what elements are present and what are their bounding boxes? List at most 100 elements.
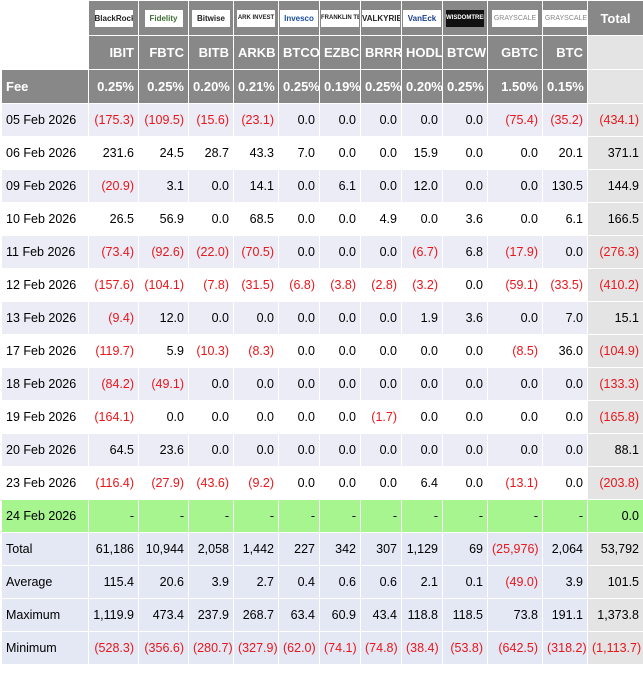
summary-total: 101.5 — [587, 565, 643, 599]
flow-cell: 20.1 — [542, 136, 588, 170]
flow-cell: 0.0 — [442, 400, 488, 434]
issuer-logo-cell: GRAYSCALE — [542, 0, 588, 36]
ticker-fbtc: FBTC — [138, 35, 189, 70]
total-fee-blank — [587, 69, 643, 104]
fee-cell: 0.20% — [188, 69, 234, 104]
flow-cell: (43.6) — [188, 466, 234, 500]
flow-cell: 6.4 — [401, 466, 443, 500]
flow-cell: 0.0 — [360, 301, 402, 335]
fee-cell: 0.25% — [138, 69, 189, 104]
table-row: 10 Feb 2026 26.5 56.9 0.0 68.5 0.0 0.0 4.9 0.0 3.… — [1, 202, 643, 236]
flow-cell: 0.0 — [233, 433, 279, 467]
row-total: 0.0 — [587, 499, 643, 533]
summary-label: Minimum — [1, 631, 89, 665]
flow-cell: - — [442, 499, 488, 533]
flow-cell: 0.0 — [442, 334, 488, 368]
fee-cell: 0.25% — [442, 69, 488, 104]
summary-cell: 20.6 — [138, 565, 189, 599]
flow-cell: (3.8) — [319, 268, 361, 302]
summary-cell: 1,442 — [233, 532, 279, 566]
table-row: 13 Feb 2026 (9.4) 12.0 0.0 0.0 0.0 0.0 0.0 1.9 3.… — [1, 301, 643, 335]
flow-cell: (10.3) — [188, 334, 234, 368]
flow-cell: 0.0 — [360, 466, 402, 500]
flow-cell: 0.0 — [442, 433, 488, 467]
flow-cell: 0.0 — [319, 202, 361, 236]
grayscale-logo: GRAYSCALE — [492, 9, 538, 27]
row-total: (133.3) — [587, 367, 643, 401]
row-date: 12 Feb 2026 — [1, 268, 89, 302]
flow-cell: (22.0) — [188, 235, 234, 269]
row-total: (203.8) — [587, 466, 643, 500]
flow-cell: (8.5) — [487, 334, 543, 368]
row-total: (104.9) — [587, 334, 643, 368]
flow-cell: 5.9 — [138, 334, 189, 368]
summary-cell: 342 — [319, 532, 361, 566]
fee-label: Fee — [1, 69, 89, 104]
flow-cell: - — [319, 499, 361, 533]
flow-cell: 0.0 — [319, 400, 361, 434]
fee-cell: 0.25% — [278, 69, 320, 104]
flow-cell: 0.0 — [542, 400, 588, 434]
flow-cell: (7.8) — [188, 268, 234, 302]
flow-cell: 0.0 — [360, 136, 402, 170]
flow-cell: 0.0 — [442, 136, 488, 170]
flow-cell: (9.4) — [88, 301, 139, 335]
ticker-hodl: HODL — [401, 35, 443, 70]
flow-cell: 0.0 — [278, 169, 320, 203]
flow-cell: 0.0 — [401, 367, 443, 401]
flow-cell: 0.0 — [188, 169, 234, 203]
flow-cell: 0.0 — [278, 400, 320, 434]
flow-cell: 0.0 — [360, 169, 402, 203]
summary-row-minimum: Minimum (528.3) (356.6) (280.7) (327.9) (62.0… — [1, 631, 643, 665]
flow-cell: 0.0 — [319, 301, 361, 335]
flow-cell: 0.0 — [487, 301, 543, 335]
flow-cell: (164.1) — [88, 400, 139, 434]
flow-cell: 231.6 — [88, 136, 139, 170]
issuer-logo-cell: FRANKLIN TEMPLETON — [319, 0, 361, 36]
issuer-logo-cell: VALKYRIE — [360, 0, 402, 36]
ticker-row: IBIT FBTC BITB ARKB BTCO EZBC BRRR HODL BTCW GBTC… — [1, 35, 643, 70]
row-date: 18 Feb 2026 — [1, 367, 89, 401]
flow-cell: 7.0 — [278, 136, 320, 170]
flow-cell: 0.0 — [278, 367, 320, 401]
flow-cell: 12.0 — [138, 301, 189, 335]
table-row: 19 Feb 2026 (164.1) 0.0 0.0 0.0 0.0 0.0 (1.7) 0.… — [1, 400, 643, 434]
issuer-logo-row: BlackRock Fidelity Bitwise ARK INVEST Invesc… — [1, 0, 643, 36]
flow-cell: 0.0 — [188, 367, 234, 401]
summary-total: 53,792 — [587, 532, 643, 566]
issuer-logo-cell: Fidelity — [138, 0, 189, 36]
flow-cell: (9.2) — [233, 466, 279, 500]
issuer-logo-cell: BlackRock — [88, 0, 139, 36]
flow-cell: 0.0 — [487, 202, 543, 236]
summary-cell: (356.6) — [138, 631, 189, 665]
flow-cell: 0.0 — [278, 235, 320, 269]
total-ticker-blank — [587, 35, 643, 70]
row-total: 371.1 — [587, 136, 643, 170]
summary-cell: 1,119.9 — [88, 598, 139, 632]
row-total: 166.5 — [587, 202, 643, 236]
ticker-ezbc: EZBC — [319, 35, 361, 70]
summary-cell: 2,058 — [188, 532, 234, 566]
flow-cell: 0.0 — [442, 268, 488, 302]
flow-cell: 56.9 — [138, 202, 189, 236]
flow-cell: 0.0 — [278, 334, 320, 368]
row-date: 11 Feb 2026 — [1, 235, 89, 269]
table-row: 24 Feb 2026- - - - - - - - - - -0.0 — [1, 499, 643, 533]
grayscale-logo: GRAYSCALE — [543, 9, 587, 27]
issuer-logo-cell: ARK INVEST — [233, 0, 279, 36]
flow-cell: 26.5 — [88, 202, 139, 236]
flow-cell: (104.1) — [138, 268, 189, 302]
row-date: 09 Feb 2026 — [1, 169, 89, 203]
table-row: 12 Feb 2026 (157.6) (104.1) (7.8) (31.5) (6.8… — [1, 268, 643, 302]
flow-cell: 0.0 — [319, 103, 361, 137]
flow-cell: 1.9 — [401, 301, 443, 335]
row-date: 06 Feb 2026 — [1, 136, 89, 170]
flow-cell: 0.0 — [542, 235, 588, 269]
summary-cell: 227 — [278, 532, 320, 566]
ticker-btco: BTCO — [278, 35, 320, 70]
flow-cell: (15.6) — [188, 103, 234, 137]
ticker-gbtc: GBTC — [487, 35, 543, 70]
wisdomtree-logo: WISDOMTREE — [446, 9, 484, 27]
flow-cell: - — [360, 499, 402, 533]
summary-cell: 3.9 — [188, 565, 234, 599]
